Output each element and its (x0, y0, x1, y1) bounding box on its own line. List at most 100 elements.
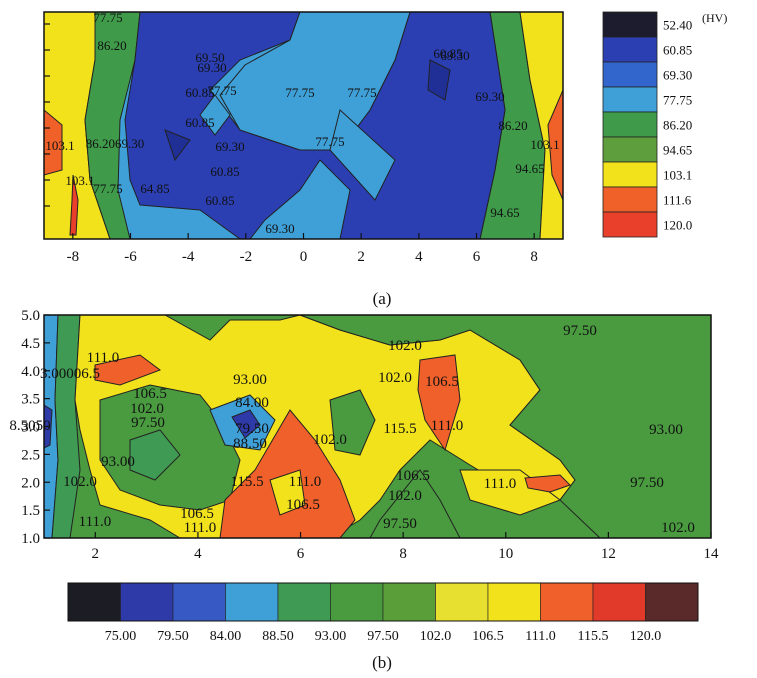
panel-b-x-tick-label: 4 (194, 546, 202, 562)
panel-b-y-tick-label: 3.5 (21, 392, 40, 408)
panel-a-contour-label: 69.30 (475, 89, 504, 104)
panel-b-contour-label: 102.0 (378, 370, 412, 386)
panel-b-contour-label: 84.00 (235, 395, 269, 411)
panel-a-contour-label: 69.30 (197, 60, 226, 75)
panel-b-colorbar-box (435, 582, 489, 622)
panel-b-contour-labels: 111.03.00006.5106.5102.097.5093.0084.007… (9, 323, 695, 536)
panel-a-contour-label: 86.2069.30 (86, 136, 145, 151)
panel-a-contour-label: 60.85 (205, 193, 234, 208)
panel-b-colorbar-box (382, 582, 436, 622)
panel-a-colorbar: 52.40 60.85 69.30 77.75 86.20 94.65 103.1 111.6… (602, 11, 692, 238)
panel-a-contour-label: 60.85 (210, 164, 239, 179)
panel-a-contour-label: 77.75 (285, 85, 314, 100)
panel-b-colorbar-label: 115.5 (578, 629, 609, 644)
panel-a-contour-label: 60.85 (433, 46, 462, 61)
panel-a-x-tick-label: 0 (300, 249, 308, 265)
panel-b-y-tick-label: 4.0 (21, 364, 40, 380)
panel-b-contour-field (44, 315, 711, 538)
panel-a-contour-label: 86.20 (498, 118, 527, 133)
panel-b-contour-label: 93.00 (649, 422, 683, 438)
panel-b-contour-label: 97.50 (383, 516, 417, 532)
panel-b-colorbar-label: 84.00 (210, 629, 242, 644)
panel-a-contour-label: 69.30 (265, 221, 294, 236)
panel-a-x-tick-label: -8 (67, 249, 80, 265)
panel-b-contour-label: 111.0 (484, 476, 517, 492)
panel-a-contour-label: 69.30 (215, 139, 244, 154)
panel-a-colorbar-label: 60.85 (663, 43, 692, 58)
panel-a-contour-label: 86.20 (97, 38, 126, 53)
panel-a-contour-label: 94.65 (490, 205, 519, 220)
panel-b-contour-label: 102.0 (388, 338, 422, 354)
panel-a-y-ticks (44, 23, 50, 207)
panel-b-colorbar-label: 120.0 (630, 629, 662, 644)
panel-a-contour-label: 77.75 (347, 85, 376, 100)
panel-b-contour-label: 102.0 (388, 488, 422, 504)
panel-a-contour-field (44, 12, 563, 239)
panel-b-contour-label: 115.5 (383, 421, 416, 437)
panel-b-colorbar-box (330, 582, 384, 622)
panel-b-contour-label: 106.5 (425, 374, 459, 390)
panel-a-x-tick-label: 4 (415, 249, 423, 265)
panel-a-colorbar-box (602, 11, 658, 38)
panel-b-contour-label: 106.5 (396, 468, 430, 484)
panel-a-colorbar-box (602, 161, 658, 188)
panel-a-colorbar-box (602, 36, 658, 63)
panel-b-caption: (b) (372, 653, 392, 672)
panel-b-colorbar-label: 111.0 (525, 629, 555, 644)
panel-a-contour-label: 77.75 (93, 10, 122, 25)
panel-a-x-tick-label: -2 (240, 249, 253, 265)
panel-b-contour-label: 102.0 (130, 401, 164, 417)
panel-b-contour-label: 97.50 (563, 323, 597, 339)
panel-b-colorbar-label: 106.5 (472, 629, 504, 644)
panel-b-contour-label: 3.00006.5 (40, 366, 100, 382)
panel-a-contour-label: 103.1 (45, 138, 74, 153)
panel-b-contour-label: 93.00 (101, 454, 135, 470)
panel-a-contour-label: 103.1 (530, 137, 559, 152)
panel-a-x-ticks: -8 -6 -4 -2 0 2 4 6 8 (67, 233, 538, 265)
panel-a-colorbar-box (602, 211, 658, 238)
panel-b-contour-label: 111.0 (79, 514, 112, 530)
panel-b-colorbar-box (172, 582, 226, 622)
panel-a-colorbar-label: 77.75 (663, 93, 692, 108)
panel-b-colorbar-label: 97.50 (367, 629, 399, 644)
panel-b-y-tick-label: 1.0 (21, 531, 40, 547)
panel-b-y-tick-label: 2.5 (21, 447, 40, 463)
panel-b-x-ticks: 2 4 6 8 10 12 14 (92, 532, 719, 562)
panel-b-contour-label: 102.0 (63, 474, 97, 490)
panel-b-contour-label: 111.0 (87, 350, 120, 366)
panel-a-x-tick-label: -4 (182, 249, 195, 265)
panel-a-colorbar-box (602, 186, 658, 213)
panel-a-x-tick-label: -6 (124, 249, 137, 265)
panel-a-contour-label: 64.85 (140, 181, 169, 196)
panel-b-colorbar-label: 88.50 (262, 629, 294, 644)
panel-a-colorbar-box (602, 86, 658, 113)
panel-a-x-tick-label: 8 (530, 249, 538, 265)
panel-b-colorbar-box (645, 582, 699, 622)
panel-b-x-tick-label: 6 (297, 546, 305, 562)
panel-b-contour-label: 79.50 (235, 421, 269, 437)
panel-a-colorbar-label: 52.40 (663, 18, 692, 33)
panel-b-contour-label: 97.50 (131, 415, 165, 431)
panel-b-colorbar-box (540, 582, 594, 622)
panel-a-caption: (a) (373, 289, 392, 308)
panel-b-colorbar-box (67, 582, 121, 622)
panel-b-contour-label: 111.0 (184, 520, 217, 536)
panel-b-colorbar-box (487, 582, 541, 622)
panel-b-colorbar-box (277, 582, 331, 622)
panel-a: -8 -6 -4 -2 0 2 4 6 8 77.7586.2069.5069.3060.857… (43, 10, 727, 308)
panel-b-contour-label: 93.00 (233, 372, 267, 388)
panel-b-contour-label: 106.5 (133, 386, 167, 402)
panel-b-colorbar-label: 75.00 (105, 629, 137, 644)
panel-a-x-tick-label: 6 (473, 249, 481, 265)
panel-a-colorbar-label: 86.20 (663, 118, 692, 133)
panel-a-x-tick-label: 2 (357, 249, 365, 265)
panel-b-x-tick-label: 2 (92, 546, 100, 562)
panel-a-colorbar-label: 120.0 (663, 218, 692, 233)
panel-b-x-tick-label: 12 (601, 546, 616, 562)
panel-b-contour-label: 102.0 (661, 520, 695, 536)
panel-b-y-tick-label: 2.0 (21, 475, 40, 491)
panel-b-y-tick-label: 4.5 (21, 336, 40, 352)
panel-b-contour-label: 111.0 (431, 418, 464, 434)
panel-a-contour-label: 69.30 (440, 48, 469, 63)
